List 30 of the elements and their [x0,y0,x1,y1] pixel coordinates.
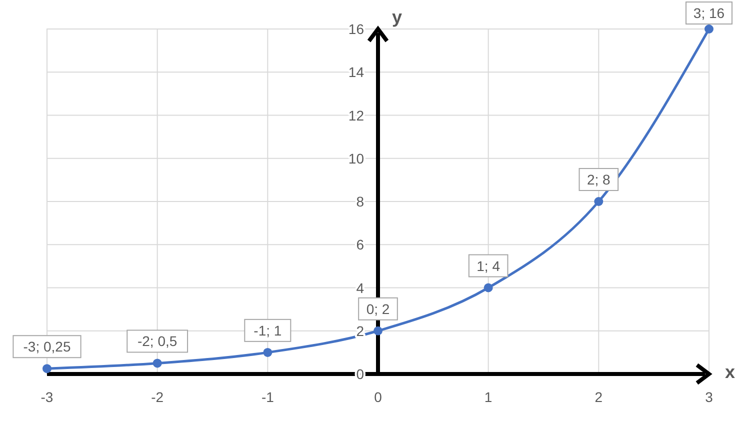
data-label: -1; 1 [254,322,282,338]
point [42,364,52,374]
y-tick-label: 12 [348,107,364,124]
point [484,283,493,292]
x-axis-title: x [725,362,736,382]
x-tick-label: -3 [40,389,54,405]
point [263,348,272,357]
y-tick-label: 10 [348,150,364,166]
x-tick-label: 3 [705,389,714,405]
y-tick-label: 4 [356,280,364,296]
y-axis-title: y [392,7,402,27]
x-tick-label: -2 [151,389,164,405]
point [594,197,604,206]
y-tick-label: 14 [348,64,364,80]
y-tick-label: 16 [348,21,364,37]
data-label: -3; 0,25 [23,338,71,355]
data-label: -2; 0,5 [137,333,178,350]
data-label: 0; 2 [366,300,390,317]
x-tick-label: 2 [594,389,603,405]
data-label: 3; 16 [693,5,725,21]
data-label: 2; 8 [586,172,611,188]
point [152,358,162,368]
data-label: 1; 4 [476,258,500,274]
y-tick-label: 6 [356,236,364,253]
x-tick-label: 0 [374,389,382,405]
x-tick-label: 1 [484,389,492,405]
point [704,24,714,34]
point [374,326,382,336]
x-tick-label: -1 [261,389,274,405]
y-tick-label: 8 [356,194,364,210]
